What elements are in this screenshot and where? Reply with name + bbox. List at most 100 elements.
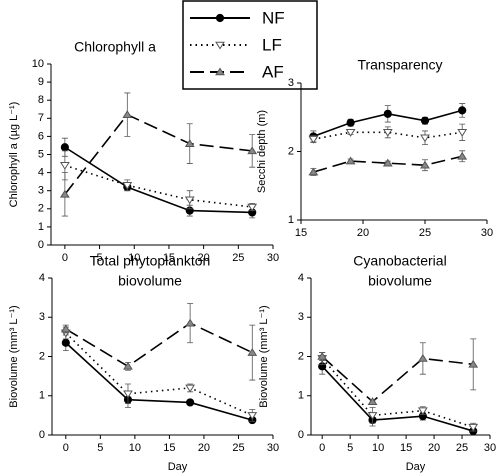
marker bbox=[122, 181, 133, 190]
x-tick-label: 10 bbox=[372, 442, 384, 454]
x-tick-label: 30 bbox=[481, 227, 493, 239]
marker bbox=[457, 129, 468, 137]
y-tick-label: 8 bbox=[38, 94, 44, 106]
series-line bbox=[64, 113, 253, 195]
x-tick-label: 5 bbox=[347, 442, 353, 454]
series-line bbox=[65, 342, 253, 421]
series-line bbox=[64, 164, 253, 208]
x-tick-label: 20 bbox=[428, 442, 440, 454]
x-tick-label: 30 bbox=[484, 442, 496, 454]
marker bbox=[185, 318, 196, 327]
legend-label: NF bbox=[262, 8, 285, 27]
marker bbox=[345, 129, 356, 137]
legend-marker bbox=[215, 13, 225, 23]
marker bbox=[185, 384, 196, 393]
marker bbox=[420, 116, 430, 125]
y-tick-label: 4 bbox=[39, 272, 45, 284]
marker bbox=[247, 412, 258, 420]
series-line bbox=[313, 155, 463, 173]
series-line bbox=[64, 146, 253, 214]
y-tick-label: 7 bbox=[38, 112, 44, 124]
chart-title: biovolume bbox=[118, 273, 182, 289]
marker bbox=[468, 359, 479, 368]
marker bbox=[346, 118, 355, 127]
marker bbox=[60, 324, 71, 333]
marker bbox=[122, 110, 133, 118]
x-tick-label: 0 bbox=[319, 442, 325, 454]
marker bbox=[59, 162, 70, 170]
marker bbox=[345, 156, 356, 165]
y-tick-label: 1 bbox=[38, 221, 44, 233]
marker bbox=[417, 353, 428, 362]
marker bbox=[184, 196, 195, 205]
x-tick-label: 15 bbox=[163, 442, 175, 454]
legend-label: LF bbox=[262, 35, 282, 54]
chart-title: biovolume bbox=[368, 273, 432, 289]
marker bbox=[382, 158, 393, 167]
series-line bbox=[321, 355, 474, 403]
x-tick-label: 20 bbox=[198, 252, 210, 264]
y-tick-label: 0 bbox=[298, 429, 304, 441]
x-tick-label: 10 bbox=[128, 252, 140, 264]
x-tick-label: 25 bbox=[456, 442, 468, 454]
marker bbox=[308, 167, 319, 176]
chart-title: Total phytoplankton bbox=[90, 253, 211, 269]
chart-title: Cyanobacterial bbox=[353, 253, 446, 269]
x-axis-label: Day bbox=[168, 461, 188, 473]
legend-marker bbox=[215, 67, 225, 76]
x-tick-label: 0 bbox=[63, 442, 69, 454]
marker bbox=[184, 139, 195, 147]
y-axis-label: Chlorophyll a (µg L⁻¹) bbox=[8, 102, 20, 208]
y-tick-label: 3 bbox=[288, 77, 294, 89]
y-tick-label: 1 bbox=[39, 390, 45, 402]
legend-marker bbox=[215, 41, 225, 50]
marker bbox=[457, 151, 468, 160]
chart-title: Chlorophyll a bbox=[74, 39, 156, 55]
y-tick-label: 3 bbox=[38, 185, 44, 197]
marker bbox=[468, 423, 479, 432]
marker bbox=[458, 106, 467, 115]
x-tick-label: 20 bbox=[357, 227, 369, 239]
marker bbox=[247, 146, 258, 155]
legend-box bbox=[182, 0, 318, 90]
y-tick-label: 0 bbox=[39, 429, 45, 441]
y-tick-label: 2 bbox=[298, 350, 304, 362]
x-tick-label: 25 bbox=[232, 252, 244, 264]
x-tick-label: 15 bbox=[295, 227, 307, 239]
marker bbox=[367, 412, 378, 420]
marker bbox=[61, 338, 70, 347]
x-tick-label: 20 bbox=[198, 442, 210, 454]
y-tick-label: 4 bbox=[298, 272, 304, 284]
marker bbox=[308, 135, 319, 144]
x-tick-label: 30 bbox=[267, 252, 279, 264]
marker bbox=[59, 189, 70, 198]
marker bbox=[247, 203, 258, 212]
y-tick-label: 10 bbox=[32, 58, 44, 70]
x-tick-label: 25 bbox=[232, 442, 244, 454]
marker bbox=[186, 398, 195, 407]
chart-title: Transparency bbox=[357, 57, 442, 73]
y-axis-label: Biovolume (mm³ L⁻¹) bbox=[258, 305, 270, 407]
y-tick-label: 6 bbox=[38, 130, 44, 142]
y-axis-label: Secchi depth (m) bbox=[256, 110, 268, 193]
marker bbox=[123, 361, 133, 370]
y-tick-label: 0 bbox=[38, 239, 44, 251]
marker bbox=[60, 143, 69, 152]
marker bbox=[317, 351, 328, 360]
marker bbox=[383, 109, 392, 118]
y-tick-label: 4 bbox=[38, 167, 44, 179]
y-tick-label: 3 bbox=[298, 311, 304, 323]
x-tick-label: 5 bbox=[97, 442, 103, 454]
marker bbox=[420, 160, 430, 169]
y-tick-label: 9 bbox=[38, 76, 44, 88]
marker bbox=[417, 407, 428, 416]
y-tick-label: 1 bbox=[288, 214, 294, 226]
y-tick-label: 5 bbox=[38, 148, 44, 160]
y-tick-label: 2 bbox=[38, 203, 44, 215]
series-line bbox=[321, 365, 474, 432]
marker bbox=[123, 390, 133, 399]
y-tick-label: 3 bbox=[39, 311, 45, 323]
marker bbox=[420, 134, 430, 143]
legend-label: AF bbox=[262, 62, 284, 81]
